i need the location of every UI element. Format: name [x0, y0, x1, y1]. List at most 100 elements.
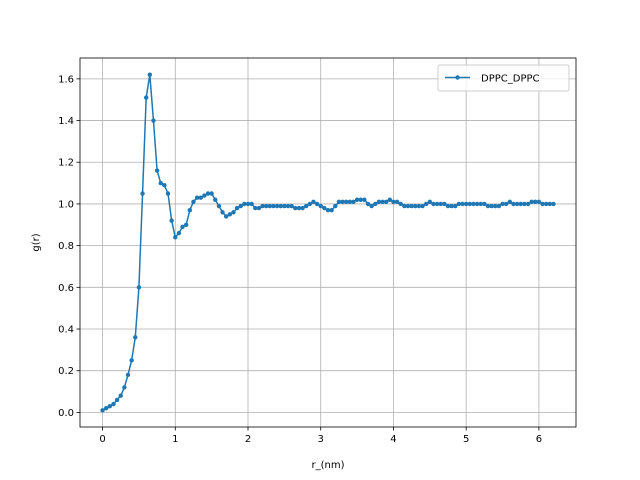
data-point: [551, 201, 556, 207]
x-tick-label: 5: [463, 434, 469, 445]
data-point: [213, 197, 218, 202]
data-point: [194, 195, 200, 200]
data-point: [107, 403, 113, 409]
data-point: [158, 180, 163, 186]
data-point: [140, 191, 145, 196]
data-point: [496, 203, 502, 209]
data-point: [129, 358, 134, 363]
data-point: [489, 203, 494, 209]
data-point: [263, 203, 269, 209]
data-point: [296, 205, 302, 211]
data-point: [416, 203, 422, 209]
data-point: [202, 193, 207, 198]
data-point: [365, 201, 371, 207]
data-point: [467, 201, 473, 207]
data-point: [125, 372, 131, 378]
data-point: [285, 203, 291, 209]
data-point: [325, 207, 331, 213]
axis-ticks: 0 1 2 3 4 5 6 0.0 0.2 0.4 0.6 0.8 1.0 1.2 1.4 1.6: [58, 74, 542, 445]
data-point: [351, 199, 356, 205]
legend: DPPC_DPPC: [437, 64, 570, 92]
data-point: [511, 201, 516, 207]
data-point: [322, 205, 327, 211]
data-point: [209, 191, 214, 196]
data-point: [438, 201, 443, 207]
y-tick-label: 1.0: [58, 199, 74, 210]
data-point: [180, 224, 185, 230]
data-point: [343, 199, 349, 205]
data-point: [471, 201, 476, 207]
x-tick-label: 6: [536, 434, 542, 445]
data-point: [245, 201, 251, 207]
data-point: [540, 201, 545, 207]
data-point: [136, 285, 142, 290]
legend-marker-sample: [455, 75, 460, 80]
data-point: [242, 201, 247, 207]
data-point: [274, 203, 280, 209]
data-point: [420, 203, 425, 209]
data-point: [333, 203, 338, 209]
data-point: [103, 406, 109, 411]
data-point: [183, 222, 189, 227]
y-tick-label: 1.2: [58, 158, 74, 169]
data-point: [147, 72, 153, 77]
data-point: [380, 199, 385, 205]
data-point: [267, 203, 273, 209]
legend-box: [437, 64, 570, 92]
data-point: [162, 182, 167, 188]
data-point: [409, 203, 414, 209]
data-point: [431, 201, 436, 207]
data-point: [271, 203, 276, 209]
data-point: [238, 203, 243, 209]
data-point: [122, 385, 127, 390]
data-point: [300, 205, 305, 211]
data-point: [318, 203, 323, 209]
data-point: [463, 201, 469, 207]
data-point: [223, 214, 229, 219]
data-point: [373, 201, 378, 207]
data-point: [176, 230, 182, 236]
data-point: [405, 203, 411, 209]
x-tick-label: 0: [99, 434, 105, 445]
data-point: [507, 199, 513, 205]
plot-frame: [79, 57, 577, 428]
data-point: [169, 218, 174, 223]
data-point: [536, 199, 542, 205]
data-point: [329, 207, 334, 213]
data-point: [256, 205, 262, 211]
data-point: [394, 199, 400, 205]
data-point: [133, 335, 138, 340]
data-point: [111, 401, 116, 407]
data-point: [282, 203, 287, 209]
data-point: [347, 199, 353, 205]
data-point: [216, 203, 222, 209]
data-point: [362, 197, 367, 202]
data-point: [413, 203, 418, 209]
data-point: [234, 205, 240, 211]
y-tick-label: 0.6: [58, 283, 74, 294]
data-point: [376, 199, 382, 205]
data-point: [449, 203, 454, 209]
data-point: [453, 203, 458, 209]
data-point: [303, 203, 309, 209]
data-point: [118, 393, 123, 398]
data-point: [387, 197, 393, 202]
data-point: [398, 201, 403, 207]
data-point: [547, 201, 553, 207]
data-point: [445, 203, 451, 209]
data-point: [205, 191, 211, 196]
y-tick-label: 0.8: [58, 241, 74, 252]
data-point: [114, 397, 120, 403]
data-point: [427, 199, 433, 205]
data-point: [100, 408, 105, 413]
y-tick-label: 1.6: [58, 74, 74, 85]
data-point: [173, 235, 178, 240]
data-point: [249, 201, 254, 207]
series-layer: [100, 72, 556, 413]
x-tick-label: 3: [318, 434, 324, 445]
data-point: [543, 201, 549, 207]
data-point: [402, 203, 407, 209]
y-tick-label: 0.2: [58, 366, 74, 377]
data-point: [522, 201, 527, 207]
